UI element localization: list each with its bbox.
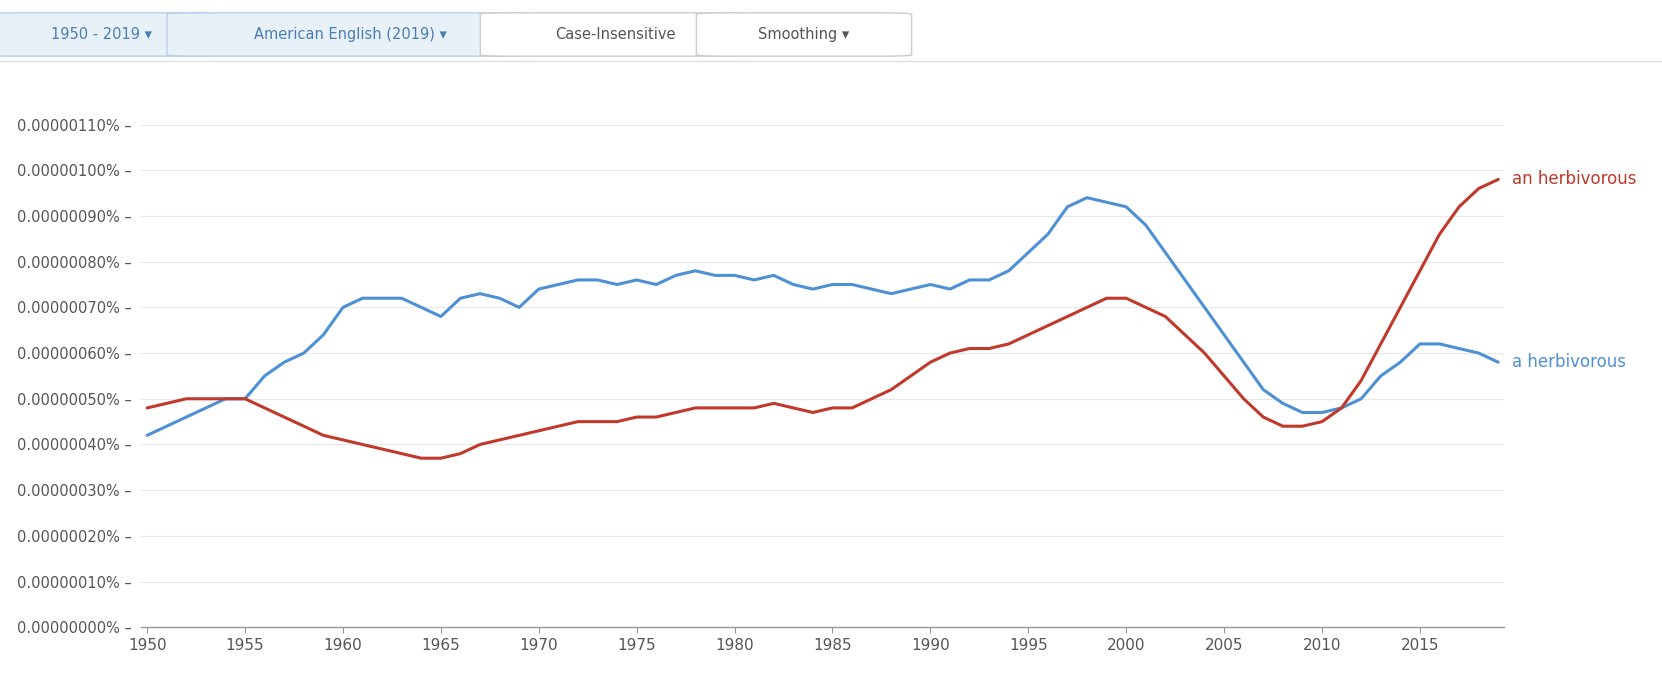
FancyBboxPatch shape (696, 13, 911, 56)
Text: American English (2019) ▾: American English (2019) ▾ (254, 27, 447, 42)
FancyBboxPatch shape (0, 13, 219, 56)
Text: a herbivorous: a herbivorous (1512, 353, 1625, 372)
Text: 1950 - 2019 ▾: 1950 - 2019 ▾ (52, 27, 153, 42)
Text: Case-Insensitive: Case-Insensitive (555, 27, 675, 42)
Text: Smoothing ▾: Smoothing ▾ (758, 27, 849, 42)
Text: an herbivorous: an herbivorous (1512, 170, 1637, 188)
FancyBboxPatch shape (166, 13, 534, 56)
FancyBboxPatch shape (480, 13, 750, 56)
